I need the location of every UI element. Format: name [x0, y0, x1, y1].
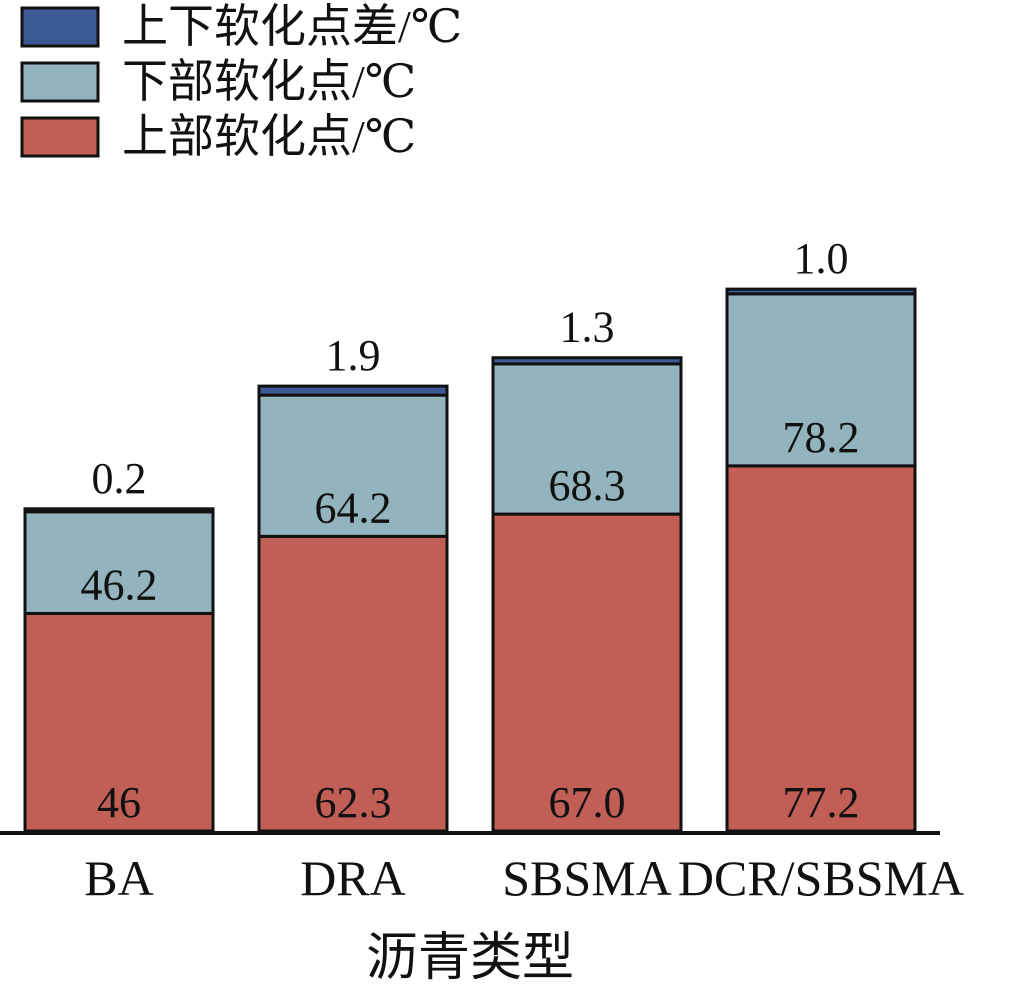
label-lower-sbsma: 68.3: [549, 461, 626, 510]
label-upper-dcr-sbsma: 77.2: [783, 778, 860, 827]
x-axis-title: 沥青类型: [366, 930, 574, 984]
label-upper-sbsma: 67.0: [549, 778, 626, 827]
x-tick-sbsma: SBSMA: [502, 850, 672, 906]
x-tick-dra: DRA: [300, 850, 406, 906]
bar-diff-sbsma: [491, 356, 683, 366]
legend-label-2: 上部软化点/℃: [122, 111, 416, 162]
bar-upper-sbsma: [491, 512, 683, 833]
label-diff-dcr-sbsma: 1.0: [794, 234, 849, 283]
legend-label-0: 上下软化点差/℃: [122, 1, 462, 52]
bar-upper-ba: [23, 611, 215, 833]
label-lower-dra: 64.2: [315, 483, 392, 532]
label-lower-dcr-sbsma: 78.2: [783, 413, 860, 462]
bar-lower-dcr-sbsma: [725, 292, 917, 468]
x-tick-ba: BA: [84, 850, 153, 906]
label-diff-ba: 0.2: [92, 454, 147, 503]
x-tick-labels: BA DRA SBSMA DCR/SBSMA: [84, 850, 964, 906]
x-tick-dcr-sbsma: DCR/SBSMA: [678, 850, 964, 906]
legend-swatch-2: [20, 116, 100, 158]
value-labels: 46 46.2 0.2 62.3 64.2 1.9 67.0 68.3 1.3 77.2 78.2 1…: [81, 234, 860, 827]
label-diff-sbsma: 1.3: [560, 303, 615, 352]
bar-diff-ba: [23, 507, 215, 514]
legend-label-1: 下部软化点/℃: [122, 56, 416, 107]
bar-diff-dcr-sbsma: [725, 287, 917, 296]
bar-lower-dra: [257, 393, 449, 538]
bar-upper-dcr-sbsma: [725, 464, 917, 833]
bar-lower-ba: [23, 510, 215, 615]
legend-swatch-0: [20, 6, 100, 48]
bars: [23, 287, 917, 833]
bar-diff-dra: [257, 384, 449, 397]
label-diff-dra: 1.9: [326, 331, 381, 380]
label-upper-ba: 46: [97, 778, 141, 827]
label-lower-ba: 46.2: [81, 560, 158, 609]
bar-lower-sbsma: [491, 362, 683, 516]
legend-swatch-1: [20, 61, 100, 103]
label-upper-dra: 62.3: [315, 778, 392, 827]
